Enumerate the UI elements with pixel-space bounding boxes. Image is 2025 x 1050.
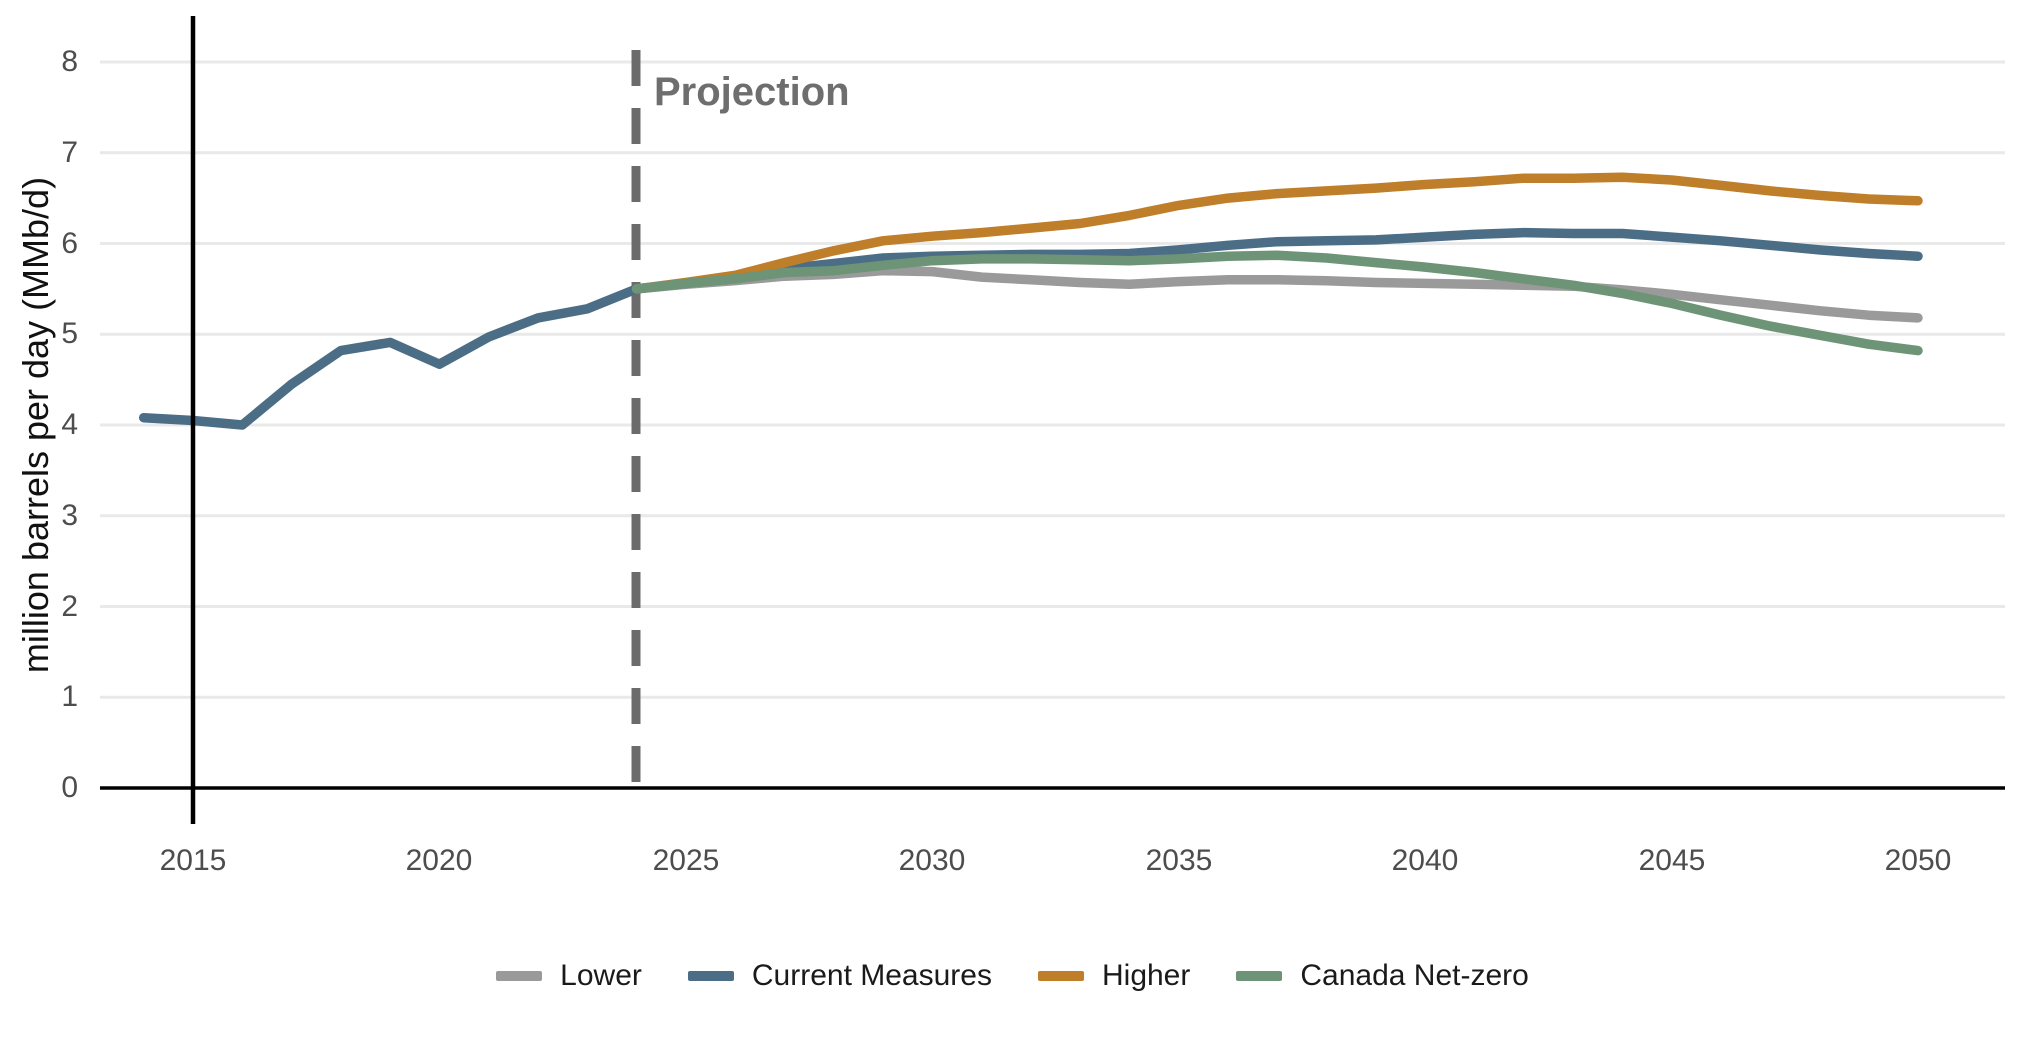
- legend-item-higher: Higher: [1037, 959, 1191, 993]
- series-line-higher: [631, 172, 1923, 294]
- x-tick-2040: 2040: [1391, 844, 1459, 877]
- x-tick-2015: 2015: [159, 844, 227, 877]
- y-tick-2: 2: [61, 590, 78, 623]
- x-tick-2030: 2030: [898, 844, 966, 877]
- series-lines: [138, 172, 1923, 430]
- legend-item-canada-net-zero: Canada Net-zero: [1236, 959, 1529, 993]
- legend-label-higher: Higher: [1101, 959, 1191, 992]
- x-tick-2020: 2020: [405, 844, 473, 877]
- legend-swatch-current-measures: [687, 971, 734, 981]
- y-tick-3: 3: [61, 499, 78, 532]
- x-tick-2045: 2045: [1638, 844, 1706, 877]
- y-tick-7: 7: [61, 136, 78, 169]
- legend-swatch-lower: [496, 971, 543, 981]
- y-tick-5: 5: [61, 317, 78, 350]
- legend-label-canada-net-zero: Canada Net-zero: [1300, 959, 1529, 992]
- y-tick-1: 1: [61, 680, 78, 713]
- y-tick-4: 4: [61, 408, 78, 441]
- legend-swatch-higher: [1037, 971, 1084, 981]
- y-tick-0: 0: [61, 771, 78, 804]
- legend-item-current-measures: Current Measures: [687, 959, 992, 993]
- legend-item-lower: Lower: [496, 959, 642, 993]
- x-tick-2050: 2050: [1884, 844, 1952, 877]
- legend-label-lower: Lower: [560, 959, 642, 992]
- series-line-canada-net-zero: [631, 250, 1923, 356]
- x-tick-2025: 2025: [652, 844, 720, 877]
- legend-swatch-canada-net-zero: [1236, 971, 1283, 981]
- series-line-lower: [631, 265, 1923, 323]
- x-tick-2035: 2035: [1145, 844, 1213, 877]
- projection-label: Projection: [654, 70, 850, 114]
- legend-label-current-measures: Current Measures: [751, 959, 992, 992]
- gridlines: [100, 60, 2005, 699]
- y-tick-8: 8: [61, 45, 78, 78]
- legend: Lower Current Measures Higher Canada Net…: [0, 948, 2025, 1004]
- y-tick-6: 6: [61, 227, 78, 260]
